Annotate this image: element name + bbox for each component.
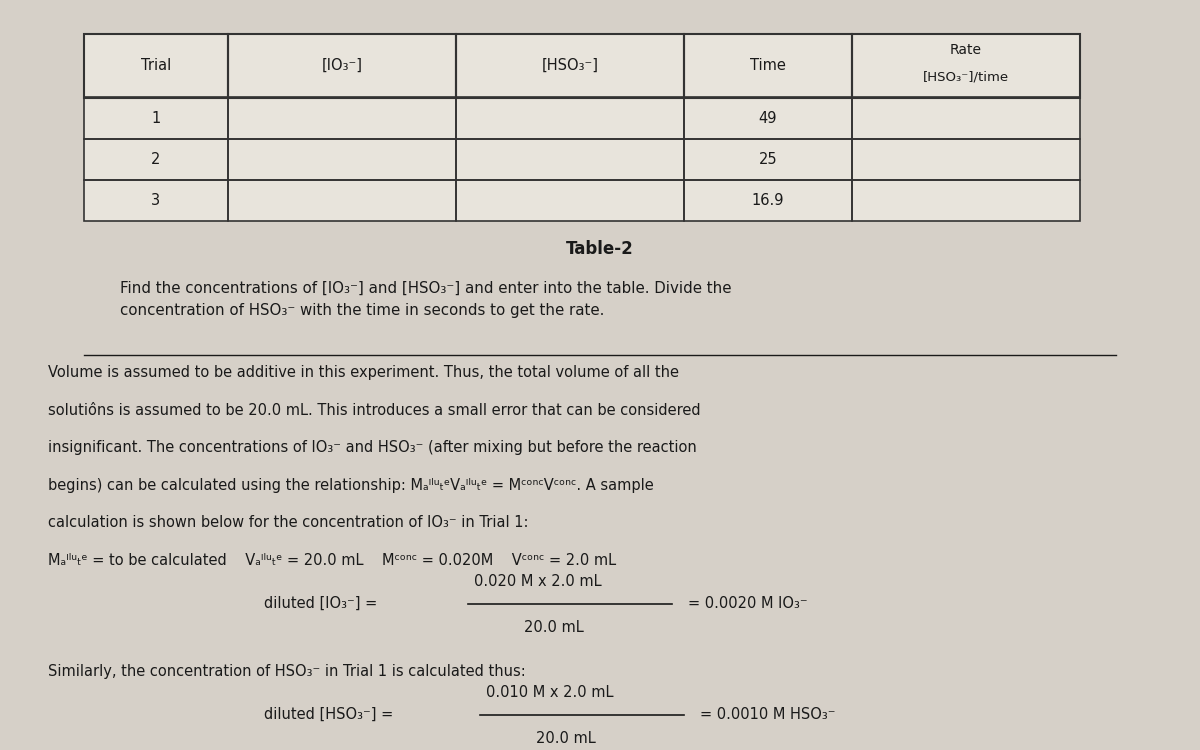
Text: 16.9: 16.9 — [751, 194, 785, 208]
Bar — [852, 34, 1080, 98]
Bar — [84, 98, 228, 139]
Text: Volume is assumed to be additive in this experiment. Thus, the total volume of a: Volume is assumed to be additive in this… — [48, 365, 679, 380]
Bar — [852, 139, 1080, 180]
Bar — [84, 139, 228, 180]
Bar — [456, 34, 684, 98]
Bar — [684, 98, 852, 139]
Bar — [684, 139, 852, 180]
Bar — [84, 34, 228, 98]
Text: 0.010 M x 2.0 mL: 0.010 M x 2.0 mL — [486, 685, 613, 700]
Text: 0.020 M x 2.0 mL: 0.020 M x 2.0 mL — [474, 574, 601, 589]
Bar — [456, 98, 684, 139]
Bar — [84, 34, 228, 98]
Bar — [852, 98, 1080, 139]
Bar — [456, 139, 684, 180]
Text: 20.0 mL: 20.0 mL — [536, 731, 596, 746]
Text: insignificant. The concentrations of IO₃⁻ and HSO₃⁻ (after mixing but before the: insignificant. The concentrations of IO₃… — [48, 440, 697, 455]
Bar — [684, 180, 852, 221]
Text: = 0.0020 M IO₃⁻: = 0.0020 M IO₃⁻ — [688, 596, 808, 611]
Text: [HSO₃⁻]: [HSO₃⁻] — [541, 58, 599, 74]
Text: [HSO₃⁻]/time: [HSO₃⁻]/time — [923, 70, 1009, 84]
Bar — [852, 98, 1080, 139]
Text: 1: 1 — [151, 111, 161, 125]
Bar — [456, 98, 684, 139]
Text: solutiôns is assumed to be 20.0 mL. This introduces a small error that can be c: solutiôns is assumed to be 20.0 mL. Thi… — [48, 403, 701, 418]
Bar — [684, 180, 852, 221]
Bar — [84, 98, 228, 139]
Text: = 0.0010 M HSO₃⁻: = 0.0010 M HSO₃⁻ — [700, 707, 835, 722]
Text: Trial: Trial — [140, 58, 172, 74]
Text: [IO₃⁻]: [IO₃⁻] — [322, 58, 362, 74]
Bar — [852, 34, 1080, 98]
Bar — [228, 180, 456, 221]
Bar — [84, 139, 228, 180]
Bar — [684, 98, 852, 139]
Text: Rate: Rate — [950, 44, 982, 57]
Text: 49: 49 — [758, 111, 778, 125]
Text: 20.0 mL: 20.0 mL — [524, 620, 584, 635]
Bar — [456, 180, 684, 221]
Text: 25: 25 — [758, 152, 778, 167]
Bar — [228, 34, 456, 98]
Bar — [684, 139, 852, 180]
Bar — [684, 34, 852, 98]
Text: begins) can be calculated using the relationship: MₐᴵˡᵘₜᵉVₐᴵˡᵘₜᵉ = MᶜᵒⁿᶜVᶜᵒⁿᶜ. A: begins) can be calculated using the rela… — [48, 478, 654, 493]
Text: Similarly, the concentration of HSO₃⁻ in Trial 1 is calculated thus:: Similarly, the concentration of HSO₃⁻ in… — [48, 664, 526, 679]
Bar — [456, 34, 684, 98]
Text: diluted [IO₃⁻] =: diluted [IO₃⁻] = — [264, 596, 377, 611]
Bar — [228, 139, 456, 180]
Text: Find the concentrations of [IO₃⁻] and [HSO₃⁻] and enter into the table. Divide t: Find the concentrations of [IO₃⁻] and [H… — [120, 281, 732, 319]
Text: Table-2: Table-2 — [566, 240, 634, 258]
Bar — [456, 180, 684, 221]
Bar — [228, 34, 456, 98]
Bar — [84, 180, 228, 221]
Bar — [228, 139, 456, 180]
Bar — [456, 139, 684, 180]
Bar — [852, 180, 1080, 221]
Bar — [684, 34, 852, 98]
Bar — [228, 98, 456, 139]
Bar — [852, 139, 1080, 180]
Text: Mₐᴵˡᵘₜᵉ = to be calculated    Vₐᴵˡᵘₜᵉ = 20.0 mL    Mᶜᵒⁿᶜ = 0.020M    Vᶜᵒⁿᶜ = 2.0: Mₐᴵˡᵘₜᵉ = to be calculated Vₐᴵˡᵘₜᵉ = 20.… — [48, 553, 616, 568]
Text: 2: 2 — [151, 152, 161, 167]
Bar — [228, 180, 456, 221]
Text: diluted [HSO₃⁻] =: diluted [HSO₃⁻] = — [264, 707, 394, 722]
Text: 3: 3 — [151, 194, 161, 208]
Text: calculation is shown below for the concentration of IO₃⁻ in Trial 1:: calculation is shown below for the conce… — [48, 515, 528, 530]
Bar — [84, 180, 228, 221]
Text: Time: Time — [750, 58, 786, 74]
Bar — [228, 98, 456, 139]
Bar — [852, 180, 1080, 221]
